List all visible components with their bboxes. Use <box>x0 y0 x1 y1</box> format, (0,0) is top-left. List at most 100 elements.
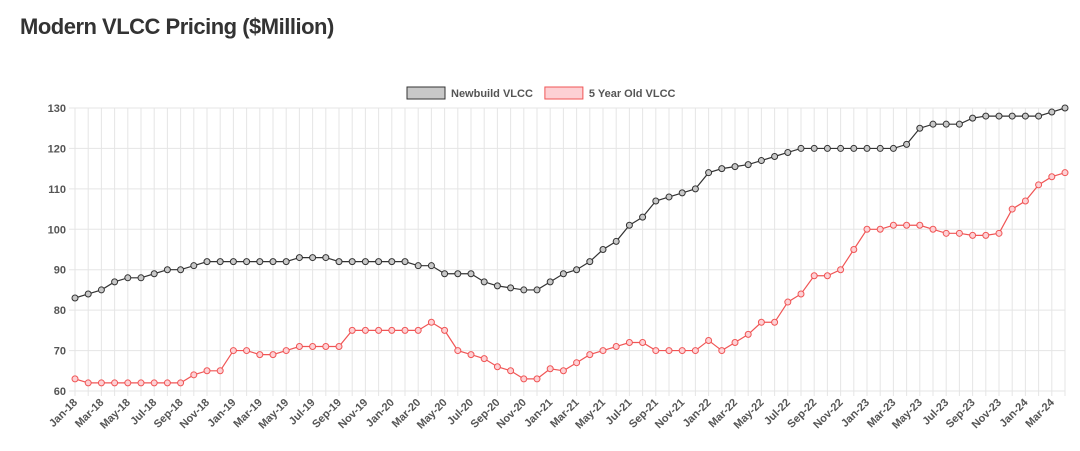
data-point[interactable] <box>229 347 237 355</box>
data-point[interactable] <box>916 221 924 229</box>
data-point[interactable] <box>559 367 567 375</box>
data-point[interactable] <box>177 266 185 274</box>
data-point[interactable] <box>784 298 792 306</box>
data-point[interactable] <box>546 365 554 373</box>
data-point[interactable] <box>691 347 699 355</box>
data-point[interactable] <box>665 347 673 355</box>
data-point[interactable] <box>454 270 462 278</box>
legend-item[interactable]: 5 Year Old VLCC <box>544 86 676 100</box>
data-point[interactable] <box>797 144 805 152</box>
data-point[interactable] <box>929 225 937 233</box>
data-point[interactable] <box>388 326 396 334</box>
data-point[interactable] <box>876 144 884 152</box>
data-point[interactable] <box>401 326 409 334</box>
data-point[interactable] <box>1061 104 1069 112</box>
data-point[interactable] <box>124 379 132 387</box>
data-point[interactable] <box>995 229 1003 237</box>
data-point[interactable] <box>850 246 858 253</box>
data-point[interactable] <box>243 258 251 266</box>
data-point[interactable] <box>361 326 369 334</box>
data-point[interactable] <box>203 258 211 266</box>
data-point[interactable] <box>454 347 462 355</box>
data-point[interactable] <box>533 286 541 294</box>
data-point[interactable] <box>731 163 739 171</box>
data-point[interactable] <box>427 262 435 270</box>
data-point[interactable] <box>203 367 211 375</box>
data-point[interactable] <box>797 290 805 298</box>
data-point[interactable] <box>625 221 633 229</box>
data-point[interactable] <box>441 270 449 278</box>
data-point[interactable] <box>982 231 990 239</box>
data-point[interactable] <box>889 221 897 229</box>
data-point[interactable] <box>97 379 105 387</box>
data-point[interactable] <box>163 379 171 387</box>
data-point[interactable] <box>150 270 158 278</box>
data-point[interactable] <box>322 343 330 351</box>
data-point[interactable] <box>150 379 158 387</box>
data-point[interactable] <box>982 112 990 120</box>
data-point[interactable] <box>863 225 871 233</box>
data-point[interactable] <box>757 157 765 165</box>
data-point[interactable] <box>1035 181 1043 189</box>
data-point[interactable] <box>295 343 303 351</box>
data-point[interactable] <box>401 258 409 266</box>
data-point[interactable] <box>190 262 198 270</box>
data-point[interactable] <box>678 347 686 355</box>
data-point[interactable] <box>269 351 277 359</box>
data-point[interactable] <box>282 347 290 355</box>
data-point[interactable] <box>916 124 924 132</box>
data-point[interactable] <box>705 169 713 177</box>
data-point[interactable] <box>520 375 528 383</box>
data-point[interactable] <box>137 274 145 282</box>
data-point[interactable] <box>348 258 356 266</box>
data-point[interactable] <box>955 120 963 128</box>
data-point[interactable] <box>612 237 620 245</box>
data-point[interactable] <box>559 270 567 278</box>
data-point[interactable] <box>1048 173 1056 181</box>
data-point[interactable] <box>441 326 449 334</box>
data-point[interactable] <box>269 258 277 266</box>
data-point[interactable] <box>652 347 660 355</box>
data-point[interactable] <box>177 379 185 387</box>
data-point[interactable] <box>467 270 475 278</box>
data-point[interactable] <box>863 144 871 152</box>
data-point[interactable] <box>889 144 897 152</box>
data-point[interactable] <box>586 258 594 266</box>
data-point[interactable] <box>137 379 145 387</box>
data-point[interactable] <box>309 343 317 351</box>
data-point[interactable] <box>955 229 963 237</box>
data-point[interactable] <box>652 197 660 205</box>
data-point[interactable] <box>256 351 264 359</box>
data-point[interactable] <box>850 144 858 152</box>
data-point[interactable] <box>705 336 713 344</box>
data-point[interactable] <box>573 266 581 274</box>
data-point[interactable] <box>335 343 343 351</box>
data-point[interactable] <box>823 272 831 280</box>
data-point[interactable] <box>599 246 607 253</box>
data-point[interactable] <box>784 148 792 156</box>
data-point[interactable] <box>612 343 620 351</box>
data-point[interactable] <box>71 375 79 383</box>
data-point[interactable] <box>111 379 119 387</box>
data-point[interactable] <box>71 294 79 302</box>
data-point[interactable] <box>837 144 845 152</box>
data-point[interactable] <box>533 375 541 383</box>
legend[interactable]: Newbuild VLCC 5 Year Old VLCC <box>406 86 676 100</box>
data-point[interactable] <box>467 351 475 359</box>
data-point[interactable] <box>639 213 647 221</box>
data-point[interactable] <box>414 326 422 334</box>
data-point[interactable] <box>480 355 488 363</box>
data-point[interactable] <box>84 379 92 387</box>
data-point[interactable] <box>691 185 699 193</box>
data-point[interactable] <box>903 221 911 229</box>
data-point[interactable] <box>718 165 726 173</box>
data-point[interactable] <box>810 272 818 280</box>
data-point[interactable] <box>1021 112 1029 120</box>
data-point[interactable] <box>1061 169 1069 177</box>
data-point[interactable] <box>625 338 633 346</box>
data-point[interactable] <box>163 266 171 274</box>
data-point[interactable] <box>757 318 765 326</box>
data-point[interactable] <box>969 231 977 239</box>
legend-item[interactable]: Newbuild VLCC <box>406 86 533 100</box>
data-point[interactable] <box>216 367 224 375</box>
